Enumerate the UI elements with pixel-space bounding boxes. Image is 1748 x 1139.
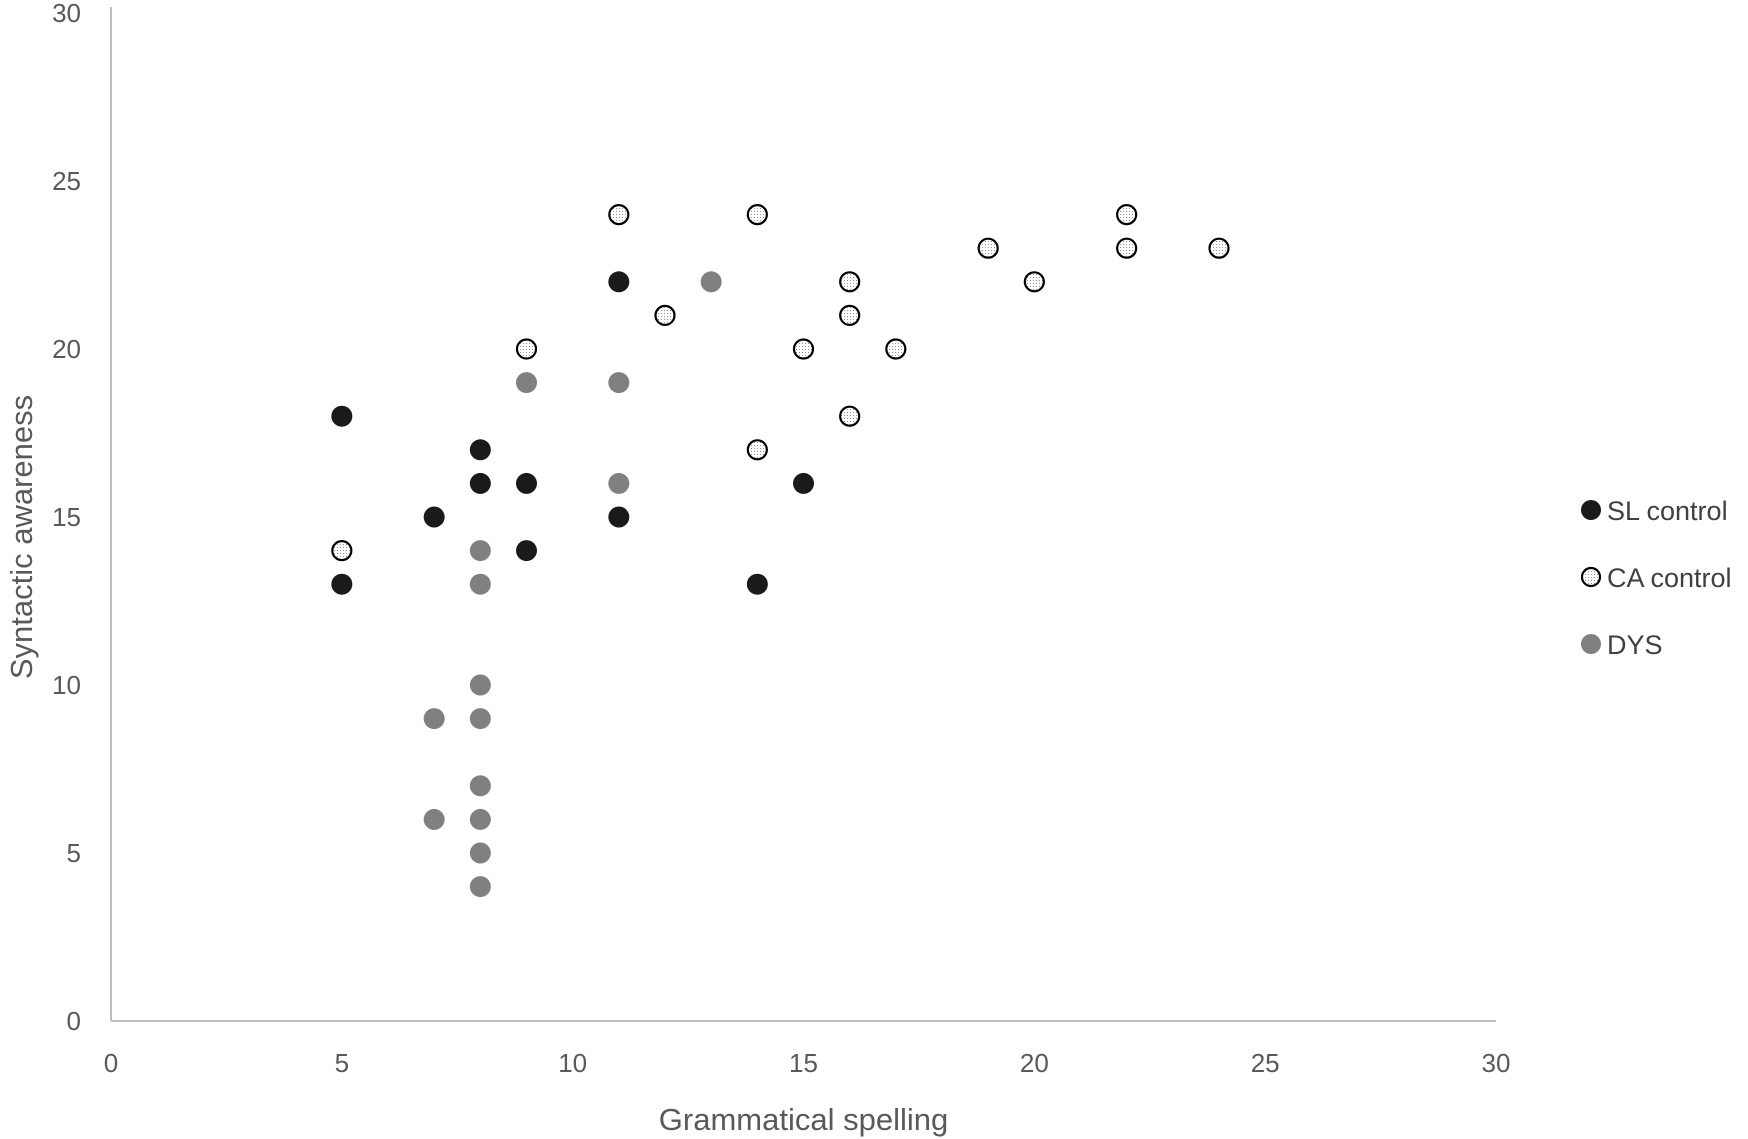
legend-label: DYS — [1607, 630, 1663, 660]
y-tick-label: 25 — [52, 166, 81, 196]
data-point — [469, 842, 491, 864]
y-tick-label: 5 — [67, 838, 81, 868]
y-tick-label: 0 — [67, 1006, 81, 1036]
legend-label: SL control — [1607, 496, 1728, 526]
data-point — [423, 808, 445, 830]
data-point — [331, 573, 353, 595]
data-point — [469, 775, 491, 797]
data-point — [469, 540, 491, 562]
data-point — [469, 674, 491, 696]
data-point — [885, 338, 907, 360]
x-axis-title: Grammatical spelling — [659, 1102, 948, 1137]
data-point — [792, 338, 815, 360]
data-point — [1116, 204, 1138, 226]
series-ca-control — [331, 204, 1230, 562]
data-point — [608, 472, 630, 494]
legend-item: SL control — [1581, 496, 1728, 526]
x-tick-label: 25 — [1251, 1048, 1280, 1078]
data-point — [469, 573, 491, 595]
data-point — [839, 271, 861, 293]
legend-label: CA control — [1607, 563, 1732, 593]
legend-marker — [1581, 500, 1601, 520]
y-tick-label: 15 — [52, 502, 81, 532]
data-point — [746, 439, 768, 461]
data-point — [700, 271, 722, 293]
data-point — [469, 876, 491, 898]
data-point — [516, 540, 537, 562]
legend-item: CA control — [1580, 563, 1732, 593]
series-sl-control — [331, 271, 814, 595]
x-tick-label: 0 — [104, 1048, 118, 1078]
legend-marker — [1581, 634, 1601, 654]
data-point — [1116, 237, 1138, 259]
axes — [110, 7, 1496, 1022]
data-point — [469, 708, 491, 730]
data-point — [746, 573, 768, 595]
data-point — [423, 506, 445, 528]
data-point — [469, 808, 491, 830]
legend-marker — [1580, 566, 1602, 588]
data-point — [469, 439, 491, 461]
data-point — [977, 237, 999, 259]
data-point — [839, 405, 861, 427]
data-point — [331, 405, 353, 427]
data-point — [515, 338, 538, 360]
data-point — [608, 372, 630, 394]
legend-item: DYS — [1581, 630, 1663, 660]
y-axis-title: Syntactic awareness — [4, 395, 39, 679]
data-point — [746, 204, 768, 226]
x-tick-label: 15 — [789, 1048, 818, 1078]
x-tick-label: 10 — [558, 1048, 587, 1078]
data-point — [423, 708, 445, 730]
data-point — [793, 472, 814, 494]
y-tick-label: 20 — [52, 334, 81, 364]
data-point — [516, 372, 537, 394]
data-points — [331, 204, 1230, 898]
series-dys — [423, 271, 722, 898]
tick-labels: 0 5 10 15 20 25 30 0 5 10 15 20 25 30 — [52, 0, 1510, 1078]
data-point — [331, 539, 353, 562]
data-point — [608, 506, 630, 528]
y-tick-label: 10 — [52, 670, 81, 700]
data-point — [469, 472, 491, 494]
legend: SL control CA control DYS — [1580, 496, 1732, 660]
data-point — [654, 304, 676, 326]
y-tick-label: 30 — [52, 0, 81, 28]
x-tick-label: 5 — [335, 1048, 349, 1078]
data-point — [1023, 271, 1045, 293]
data-point — [516, 472, 537, 494]
x-tick-label: 20 — [1020, 1048, 1049, 1078]
data-point — [608, 271, 630, 293]
data-point — [608, 204, 630, 226]
data-point — [1208, 237, 1230, 259]
x-tick-label: 30 — [1482, 1048, 1511, 1078]
data-point — [839, 304, 861, 326]
